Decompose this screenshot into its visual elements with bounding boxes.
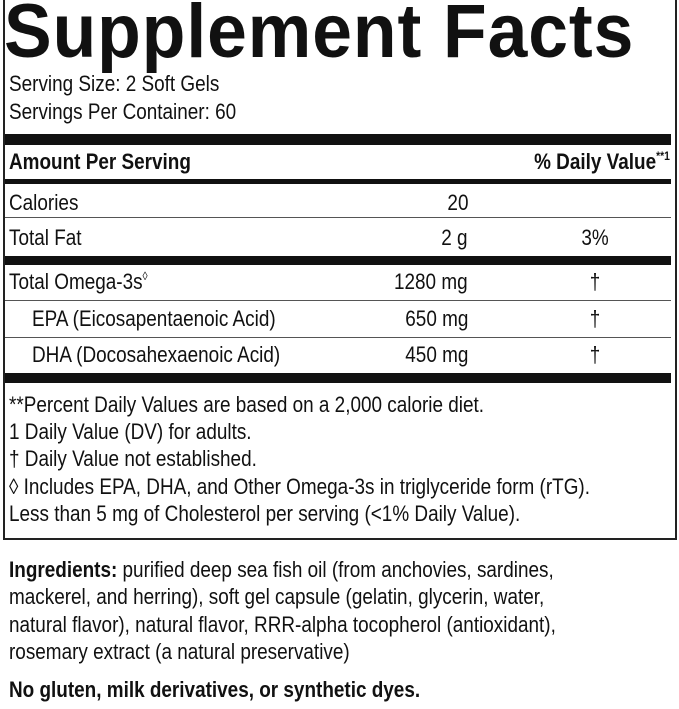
row-dv: †: [589, 342, 601, 367]
row-amount: 1280 mg: [394, 269, 468, 294]
footnote: ◊ Includes EPA, DHA, and Other Omega-3s …: [9, 474, 590, 499]
row-divider: [5, 337, 671, 338]
thick-divider: [5, 134, 671, 145]
row-divider: [5, 217, 671, 218]
row-name: Total Omega-3s: [9, 269, 143, 294]
row-amount: 20: [446, 190, 468, 215]
footnote: Less than 5 mg of Cholesterol per servin…: [9, 501, 521, 526]
serving-size: Serving Size: 2 Soft Gels: [9, 71, 220, 96]
medium-divider: [5, 179, 671, 184]
row-amount: 450 mg: [404, 342, 468, 367]
row-name: Calories: [9, 190, 79, 215]
row-dv: †: [589, 306, 601, 331]
amount-per-serving-header: Amount Per Serving: [9, 149, 191, 174]
row-name-omega3: Total Omega-3s◊: [9, 270, 148, 294]
row-dv: †: [589, 269, 601, 294]
ingredients-line: Ingredients: purified deep sea fish oil …: [9, 558, 554, 582]
row-name: DHA (Docosahexaenoic Acid): [32, 342, 281, 367]
daily-value-label: % Daily Value: [534, 149, 657, 174]
ingredients-line: natural flavor), natural flavor, RRR-alp…: [9, 612, 556, 637]
row-dv: 3%: [581, 225, 609, 250]
ingredients-label: Ingredients:: [9, 557, 118, 582]
supplement-facts-panel: [3, 0, 677, 540]
servings-per-container: Servings Per Container: 60: [9, 99, 237, 124]
row-name: EPA (Eicosapentaenoic Acid): [32, 306, 276, 331]
row-name: Total Fat: [9, 225, 82, 250]
daily-value-mark: **1: [656, 149, 670, 163]
row-divider: [5, 300, 671, 301]
panel-title: Supplement Facts: [4, 0, 635, 74]
ingredients-text: purified deep sea fish oil (from anchovi…: [117, 557, 554, 582]
thick-divider: [5, 373, 671, 383]
row-mark: ◊: [142, 269, 148, 283]
daily-value-header: % Daily Value**1: [534, 150, 670, 174]
thick-divider: [5, 256, 671, 265]
footnote: 1 Daily Value (DV) for adults.: [9, 419, 252, 444]
row-amount: 650 mg: [404, 306, 468, 331]
free-from-statement: No gluten, milk derivatives, or syntheti…: [9, 677, 421, 702]
ingredients-line: mackerel, and herring), soft gel capsule…: [9, 584, 545, 609]
footnote: † Daily Value not established.: [9, 446, 257, 471]
ingredients-line: rosemary extract (a natural preservative…: [9, 639, 350, 664]
row-amount: 2 g: [441, 225, 468, 250]
footnote: **Percent Daily Values are based on a 2,…: [9, 392, 485, 417]
